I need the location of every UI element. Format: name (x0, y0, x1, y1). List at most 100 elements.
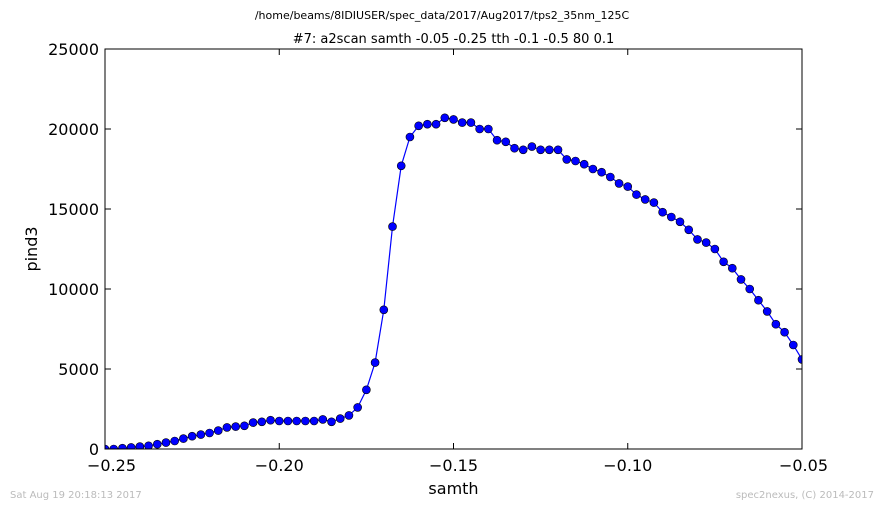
data-point (797, 355, 802, 364)
data-point (466, 118, 476, 127)
plot-frame (104, 48, 803, 450)
data-point (684, 225, 694, 235)
data-point (449, 115, 458, 124)
data-point (213, 426, 223, 435)
data-point (370, 358, 380, 367)
y-tick-label: 15000 (48, 200, 99, 219)
data-point (727, 263, 737, 273)
data-point (318, 415, 328, 424)
data-point (579, 159, 589, 169)
data-point (614, 179, 624, 188)
data-point (396, 161, 406, 171)
x-tick-label: −0.20 (255, 456, 304, 475)
y-tick-label: 5000 (58, 360, 99, 379)
x-tick-label: −0.05 (779, 456, 828, 475)
data-point (414, 121, 423, 131)
data-point (105, 444, 110, 449)
data-point (527, 142, 537, 151)
data-point (701, 238, 711, 247)
data-point (571, 156, 580, 166)
data-point (152, 439, 162, 449)
data-point (780, 327, 789, 337)
data-point (257, 417, 267, 427)
axis-ticks: −0.25 −0.20 −0.15 −0.10 −0.05 0 5000 10000 15000… (48, 40, 828, 475)
data-point (597, 167, 606, 177)
data-point (362, 385, 371, 395)
y-tick-label: 0 (89, 440, 99, 459)
data-point (510, 143, 519, 153)
data-point (301, 416, 310, 426)
data-point (161, 438, 171, 447)
data-point (379, 305, 389, 315)
data-point (274, 416, 284, 426)
data-point (187, 431, 197, 441)
data-point (640, 195, 650, 204)
data-point (754, 295, 763, 305)
data-point (658, 207, 667, 217)
data-point (231, 422, 240, 431)
data-point (623, 182, 633, 191)
data-point (545, 145, 554, 155)
data-point (553, 145, 563, 155)
data-point (327, 417, 336, 427)
data-point (309, 416, 319, 426)
data-point (126, 443, 136, 449)
data-point (344, 411, 354, 420)
data-point (475, 124, 484, 134)
data-point (135, 442, 145, 449)
chart-title: #7: a2scan samth -0.05 -0.25 tth -0.1 -0… (293, 32, 615, 47)
y-tick-label: 20000 (48, 120, 99, 139)
data-point (423, 119, 432, 129)
y-tick-label: 10000 (48, 280, 99, 299)
data-point (388, 222, 397, 231)
data-point (736, 275, 746, 284)
data-point (719, 257, 728, 267)
data-point (353, 403, 362, 412)
data-point (649, 198, 659, 207)
data-point (222, 423, 232, 432)
data-point (144, 441, 153, 449)
footer-credit: spec2nexus, (C) 2014-2017 (736, 490, 874, 501)
data-point (518, 145, 528, 155)
data-point (457, 118, 467, 127)
data-point (693, 235, 702, 244)
data-point (745, 284, 755, 294)
y-axis-label: pind3 (22, 226, 41, 271)
data-point (196, 430, 206, 439)
data-point (240, 421, 249, 431)
x-tick-label: −0.10 (603, 456, 652, 475)
data-point (335, 414, 345, 423)
data-point (248, 418, 258, 427)
x-tick-label: −0.25 (87, 456, 136, 475)
data-point (771, 319, 781, 329)
data-point (292, 416, 301, 426)
data-point (205, 428, 214, 438)
data-point (710, 244, 720, 254)
y-tick-label: 25000 (48, 40, 99, 59)
data-point (536, 145, 545, 155)
data-point (632, 190, 641, 199)
data-point (484, 124, 493, 134)
data-point (109, 444, 119, 449)
footer-timestamp: Sat Aug 19 20:18:13 2017 (10, 490, 142, 501)
data-point (501, 137, 511, 147)
data-point (118, 443, 127, 449)
data-point (283, 416, 293, 426)
x-axis-label: samth (428, 479, 478, 498)
series-group (105, 113, 802, 449)
figure-suptitle: /home/beams/8IDIUSER/spec_data/2017/Aug2… (255, 9, 630, 22)
data-point (606, 172, 615, 182)
data-point (405, 132, 415, 142)
data-point (588, 164, 598, 174)
data-point (179, 434, 188, 443)
data-point (562, 155, 572, 164)
data-point (667, 212, 676, 222)
plot-area (105, 113, 802, 449)
data-point (170, 436, 179, 446)
data-point (266, 415, 275, 425)
data-point (762, 307, 772, 316)
data-point (492, 135, 502, 145)
data-point (675, 217, 685, 227)
series-line (105, 117, 802, 449)
